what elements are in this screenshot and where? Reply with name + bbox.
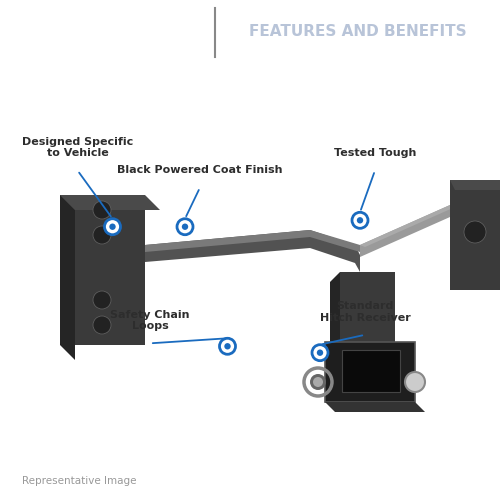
Circle shape bbox=[313, 377, 323, 387]
Text: •: • bbox=[101, 23, 109, 37]
Text: Standard
Hitch Receiver: Standard Hitch Receiver bbox=[320, 301, 410, 323]
Polygon shape bbox=[145, 230, 360, 272]
Polygon shape bbox=[60, 195, 75, 360]
Circle shape bbox=[317, 350, 323, 356]
Circle shape bbox=[104, 218, 120, 234]
Text: TITE: TITE bbox=[111, 22, 165, 42]
Circle shape bbox=[310, 374, 326, 390]
Text: Designed Specific
to Vehicle: Designed Specific to Vehicle bbox=[22, 137, 133, 158]
Polygon shape bbox=[450, 180, 500, 290]
Polygon shape bbox=[450, 180, 500, 190]
Circle shape bbox=[352, 212, 368, 228]
Text: ®: ® bbox=[168, 12, 178, 22]
Circle shape bbox=[110, 224, 116, 230]
Circle shape bbox=[182, 224, 188, 230]
Circle shape bbox=[464, 221, 486, 243]
Polygon shape bbox=[325, 402, 425, 412]
Circle shape bbox=[93, 291, 111, 309]
Circle shape bbox=[93, 316, 111, 334]
Text: Representative Image: Representative Image bbox=[22, 476, 136, 486]
Polygon shape bbox=[60, 195, 160, 210]
Circle shape bbox=[93, 201, 111, 219]
Circle shape bbox=[357, 217, 363, 224]
Bar bbox=[18, 34, 38, 43]
Text: DRAW: DRAW bbox=[48, 22, 124, 42]
Circle shape bbox=[18, 3, 38, 23]
Circle shape bbox=[93, 226, 111, 244]
Bar bbox=[13, 42, 43, 51]
Text: Black Powered Coat Finish: Black Powered Coat Finish bbox=[117, 166, 283, 175]
Text: Safety Chain
Loops: Safety Chain Loops bbox=[110, 310, 190, 332]
Polygon shape bbox=[360, 205, 450, 257]
Polygon shape bbox=[360, 205, 455, 247]
Circle shape bbox=[405, 372, 425, 392]
Polygon shape bbox=[340, 272, 395, 345]
Circle shape bbox=[220, 338, 236, 354]
Polygon shape bbox=[60, 195, 145, 345]
Bar bbox=[25, 15, 31, 35]
Circle shape bbox=[177, 218, 193, 234]
Text: FEATURES AND BENEFITS: FEATURES AND BENEFITS bbox=[249, 24, 467, 40]
Polygon shape bbox=[330, 272, 340, 352]
FancyBboxPatch shape bbox=[342, 350, 400, 392]
Circle shape bbox=[312, 344, 328, 360]
Text: Tested Tough: Tested Tough bbox=[334, 148, 416, 158]
Circle shape bbox=[224, 343, 230, 349]
Polygon shape bbox=[145, 230, 360, 252]
FancyBboxPatch shape bbox=[325, 342, 415, 402]
